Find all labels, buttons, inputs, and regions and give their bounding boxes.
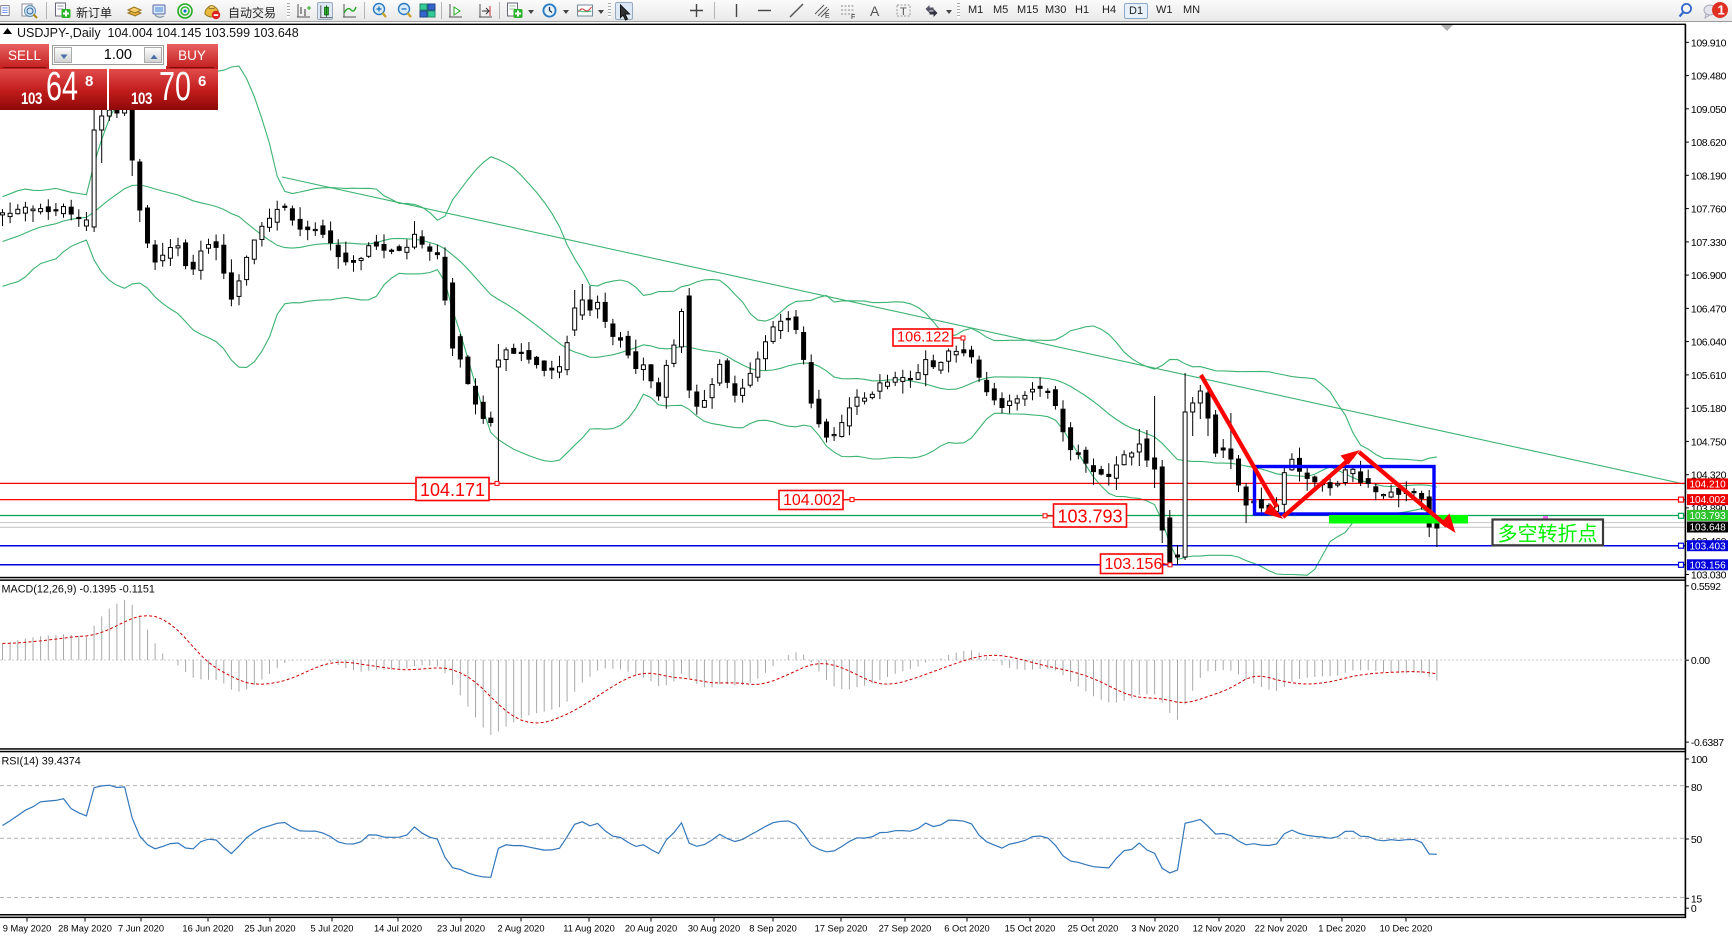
svg-text:104.210: 104.210: [1690, 480, 1727, 491]
svg-text:10 Dec 2020: 10 Dec 2020: [1380, 924, 1433, 934]
svg-text:104.171: 104.171: [420, 480, 485, 500]
svg-text:6 Oct 2020: 6 Oct 2020: [944, 924, 989, 934]
svg-text:106.040: 106.040: [1691, 337, 1727, 349]
svg-text:2 Aug 2020: 2 Aug 2020: [497, 924, 544, 934]
svg-text:27 Sep 2020: 27 Sep 2020: [879, 924, 932, 934]
svg-text:1: 1: [1718, 3, 1725, 18]
svg-text:103.648: 103.648: [1690, 523, 1727, 534]
svg-text:23 Jul 2020: 23 Jul 2020: [437, 924, 485, 934]
svg-text:105.180: 105.180: [1691, 403, 1727, 415]
svg-text:E: E: [825, 13, 830, 20]
svg-text:103.793: 103.793: [1690, 511, 1727, 522]
svg-text:MACD(12,26,9) -0.1395 -0.1151: MACD(12,26,9) -0.1395 -0.1151: [2, 584, 155, 596]
svg-text:106.470: 106.470: [1691, 303, 1727, 315]
svg-text:-0.6387: -0.6387: [1691, 737, 1724, 749]
svg-text:USDJPY-,Daily 104.004 104.145: USDJPY-,Daily 104.004 104.145 103.599 10…: [17, 26, 299, 40]
svg-text:103.403: 103.403: [1690, 541, 1727, 552]
svg-text:0.00: 0.00: [1691, 655, 1710, 667]
svg-text:103.156: 103.156: [1690, 560, 1727, 571]
svg-text:109.910: 109.910: [1691, 37, 1727, 49]
svg-text:103.030: 103.030: [1691, 570, 1727, 582]
svg-text:11 Aug 2020: 11 Aug 2020: [563, 924, 615, 934]
svg-text:16 Jun 2020: 16 Jun 2020: [182, 924, 233, 934]
svg-text:7 Jun 2020: 7 Jun 2020: [118, 924, 164, 934]
svg-text:100: 100: [1691, 754, 1708, 766]
svg-text:108.190: 108.190: [1691, 170, 1727, 182]
svg-text:25 Jun 2020: 25 Jun 2020: [244, 924, 295, 934]
svg-text:8 Sep 2020: 8 Sep 2020: [749, 924, 797, 934]
svg-text:0: 0: [1691, 903, 1697, 915]
svg-text:F: F: [851, 14, 855, 20]
svg-text:15: 15: [1691, 893, 1702, 905]
svg-text:0.5592: 0.5592: [1691, 581, 1721, 593]
svg-text:106.122: 106.122: [897, 330, 949, 346]
svg-text:22 Nov 2020: 22 Nov 2020: [1255, 924, 1308, 934]
svg-text:109.480: 109.480: [1691, 71, 1727, 83]
svg-text:107.330: 107.330: [1691, 237, 1727, 249]
svg-text:多空转折点: 多空转折点: [1498, 523, 1598, 546]
svg-text:9 May 2020: 9 May 2020: [3, 924, 52, 934]
svg-text:28 May 2020: 28 May 2020: [58, 924, 112, 934]
svg-text:A: A: [870, 3, 880, 19]
svg-text:80: 80: [1691, 782, 1702, 794]
svg-text:RSI(14) 39.4374: RSI(14) 39.4374: [2, 756, 81, 768]
svg-text:25 Oct 2020: 25 Oct 2020: [1068, 924, 1119, 934]
svg-text:106.900: 106.900: [1691, 270, 1727, 282]
svg-text:107.760: 107.760: [1691, 204, 1727, 216]
svg-text:30 Aug 2020: 30 Aug 2020: [688, 924, 740, 934]
svg-text:105.610: 105.610: [1691, 370, 1727, 382]
svg-text:104.002: 104.002: [783, 492, 841, 509]
svg-text:15 Oct 2020: 15 Oct 2020: [1005, 924, 1056, 934]
svg-text:20 Aug 2020: 20 Aug 2020: [625, 924, 677, 934]
svg-text:14 Jul 2020: 14 Jul 2020: [374, 924, 422, 934]
svg-text:104.750: 104.750: [1691, 436, 1727, 448]
svg-text:109.050: 109.050: [1691, 104, 1727, 116]
svg-text:1 Dec 2020: 1 Dec 2020: [1318, 924, 1366, 934]
svg-text:104.002: 104.002: [1690, 495, 1727, 506]
svg-text:3 Nov 2020: 3 Nov 2020: [1131, 924, 1179, 934]
svg-text:103.793: 103.793: [1058, 507, 1123, 527]
svg-text:17 Sep 2020: 17 Sep 2020: [815, 924, 868, 934]
svg-text:108.620: 108.620: [1691, 137, 1727, 149]
svg-text:50: 50: [1691, 834, 1702, 846]
svg-text:T: T: [900, 6, 907, 18]
svg-text:12 Nov 2020: 12 Nov 2020: [1193, 924, 1246, 934]
svg-text:103.156: 103.156: [1105, 556, 1163, 573]
svg-text:5 Jul 2020: 5 Jul 2020: [311, 924, 354, 934]
